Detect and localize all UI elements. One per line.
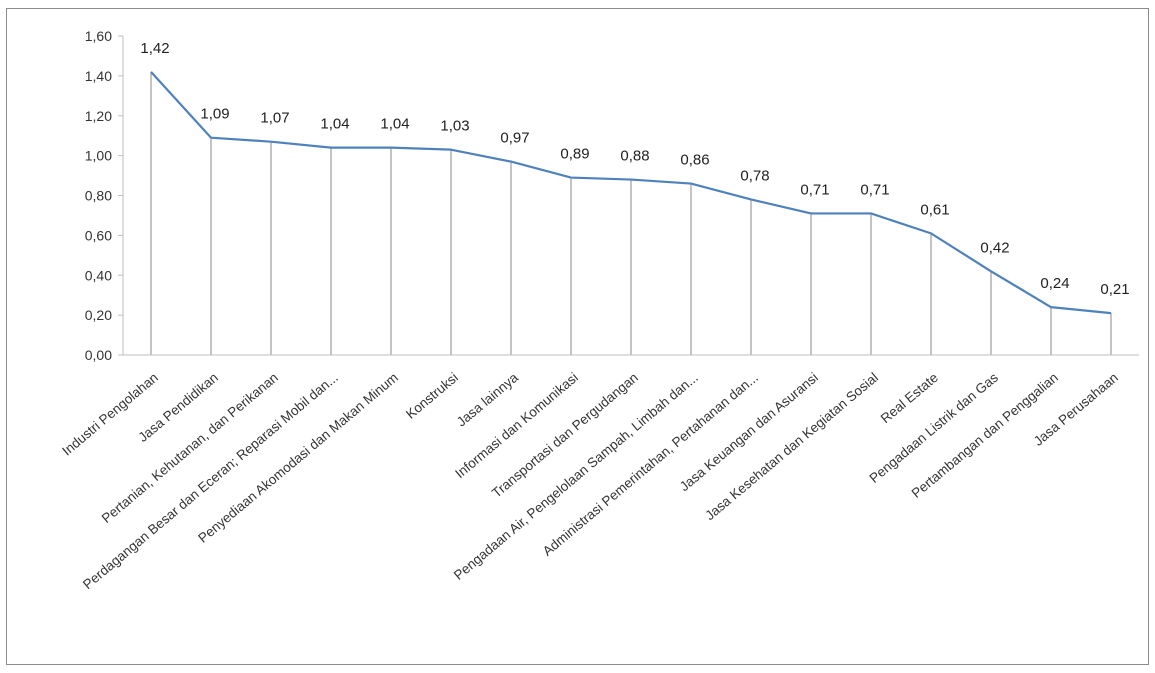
line-chart: 0,00 0,20 0,40 0,60 0,80 1,00 1,20 1,40 1,60 1,4…: [59, 28, 1139, 593]
data-label: 0,71: [800, 181, 829, 198]
data-label: 0,61: [920, 201, 949, 218]
category-label: Informasi dan Komunikasi: [452, 370, 581, 481]
data-label: 1,07: [260, 110, 289, 127]
data-label: 1,04: [380, 116, 409, 133]
category-label: Konstruksi: [403, 370, 461, 422]
data-label: 0,97: [500, 130, 529, 147]
category-label: Industri Pengolahan: [59, 370, 161, 459]
series-line: [150, 71, 1112, 315]
data-label: 0,78: [740, 167, 769, 184]
data-label: 0,86: [680, 152, 709, 169]
chart-frame: 0,00 0,20 0,40 0,60 0,80 1,00 1,20 1,40 1,60 1,4…: [6, 8, 1149, 665]
y-tick-label: 0,20: [85, 307, 112, 323]
series-polyline: [150, 71, 1112, 315]
data-label: 1,03: [440, 118, 469, 135]
data-label: 1,04: [320, 116, 349, 133]
data-label: 0,21: [1100, 281, 1129, 298]
y-tick-label: 0,00: [85, 347, 112, 363]
data-label: 0,88: [620, 148, 649, 165]
y-tick-label: 1,40: [85, 68, 112, 84]
category-label: Real Estate: [878, 370, 941, 426]
y-tick-label: 1,00: [85, 148, 112, 164]
y-axis: 0,00 0,20 0,40 0,60 0,80 1,00 1,20 1,40 1,60: [85, 28, 124, 363]
y-tick-label: 0,80: [85, 188, 112, 204]
drop-lines: [150, 71, 1112, 355]
data-label: 0,42: [980, 239, 1009, 256]
data-labels: 1,42 1,09 1,07 1,04 1,04 1,03 0,97 0,89 0,88 0,86…: [140, 40, 1129, 298]
y-tick-label: 0,60: [85, 227, 112, 243]
data-label: 1,42: [140, 40, 169, 57]
data-label: 0,24: [1040, 275, 1069, 292]
data-label: 0,71: [860, 181, 889, 198]
data-label: 1,09: [200, 106, 229, 123]
y-tick-label: 1,20: [85, 108, 112, 124]
y-tick-label: 0,40: [85, 267, 112, 283]
data-label: 0,89: [560, 146, 589, 163]
y-tick-label: 1,60: [85, 28, 112, 44]
category-label: Administrasi Pemerintahan, Pertahanan da…: [540, 370, 761, 559]
